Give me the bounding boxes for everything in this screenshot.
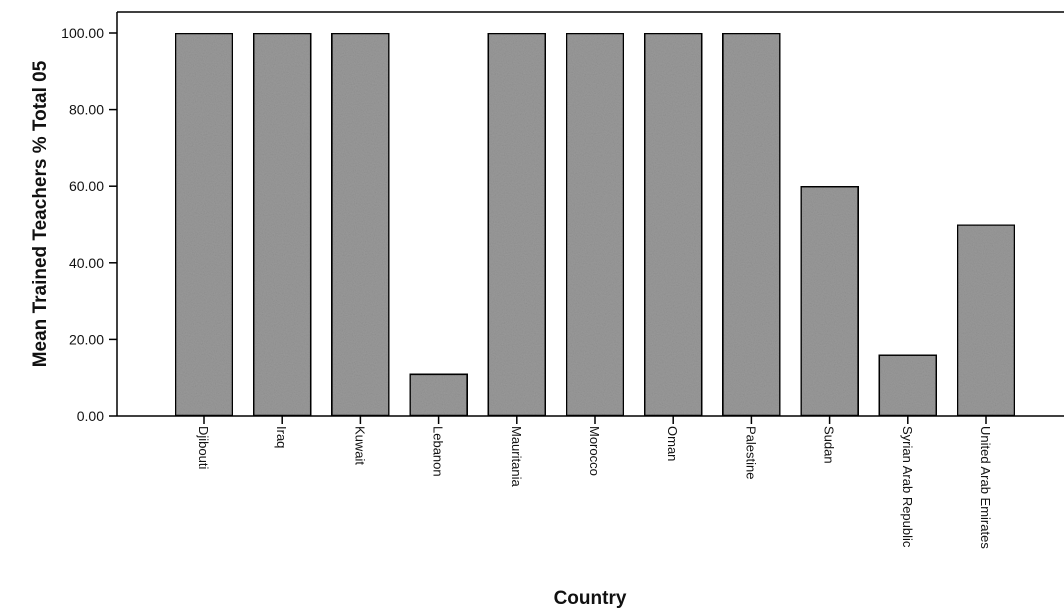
- x-tick-label: Palestine: [743, 426, 758, 479]
- y-tick-label: 0.00: [77, 408, 104, 424]
- bar-iraq: [251, 31, 313, 418]
- bar-morocco: [564, 31, 626, 418]
- bars: [173, 31, 1017, 418]
- bar-mauritania: [486, 31, 548, 418]
- x-tick-label: Kuwait: [352, 426, 367, 465]
- bar-oman: [642, 31, 704, 418]
- x-axis-title: Country: [554, 588, 627, 609]
- x-tick-label: Lebanon: [431, 426, 446, 477]
- x-tick-label: Iraq: [274, 426, 289, 448]
- y-axis-ticks: 0.00 20.00 40.00 60.00 80.00 100.00: [61, 25, 117, 424]
- y-tick-label: 100.00: [61, 25, 104, 41]
- bar-sudan: [799, 184, 860, 418]
- bar-united-arab-emirates: [955, 223, 1017, 418]
- x-tick-label: United Arab Emirates: [978, 426, 993, 549]
- bar-djibouti: [173, 31, 235, 418]
- y-tick-label: 20.00: [69, 331, 104, 347]
- x-tick-label: Djibouti: [196, 426, 211, 469]
- y-axis-title: Mean Trained Teachers % Total 05: [30, 60, 51, 367]
- y-tick-label: 60.00: [69, 178, 104, 194]
- x-tick-label: Morocco: [587, 426, 602, 476]
- x-tick-label: Mauritania: [509, 426, 524, 487]
- bar-palestine: [721, 31, 782, 418]
- x-axis-ticks: Djibouti Iraq Kuwait Lebanon Mauritania Moroc…: [196, 416, 993, 549]
- bar-lebanon: [408, 372, 469, 418]
- x-tick-label: Sudan: [822, 426, 837, 464]
- x-tick-label: Syrian Arab Republic: [900, 426, 915, 548]
- x-tick-label: Oman: [665, 426, 680, 461]
- y-tick-label: 80.00: [69, 102, 104, 118]
- bar-kuwait: [330, 31, 391, 418]
- y-tick-label: 40.00: [69, 255, 104, 271]
- bar-syrian-arab-republic: [877, 353, 939, 418]
